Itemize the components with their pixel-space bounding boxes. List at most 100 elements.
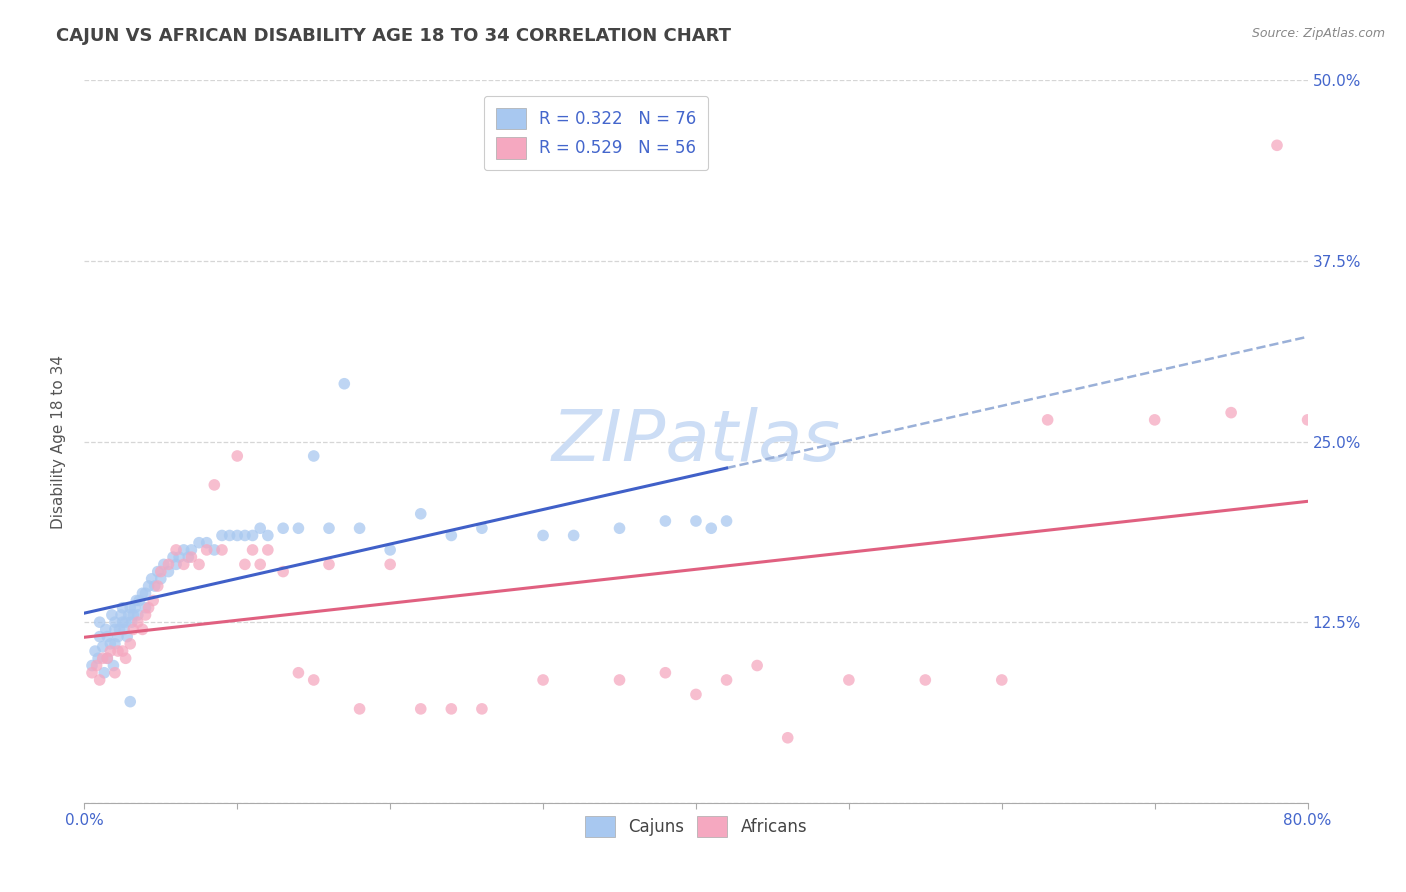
Point — [188, 535, 211, 549]
Point — [218, 528, 240, 542]
Point — [180, 550, 202, 565]
Point — [120, 637, 142, 651]
Point — [1036, 413, 1059, 427]
Point — [143, 579, 166, 593]
Point — [471, 702, 494, 716]
Y-axis label: Disability Age 18 to 34: Disability Age 18 to 34 — [51, 354, 66, 529]
Point — [242, 528, 264, 542]
Point — [195, 535, 218, 549]
Point — [271, 521, 294, 535]
Point — [142, 593, 165, 607]
Point — [318, 558, 340, 572]
Point — [120, 600, 142, 615]
Point — [89, 615, 111, 630]
Text: ZIPatlas: ZIPatlas — [551, 407, 841, 476]
Point — [96, 651, 118, 665]
Point — [838, 673, 860, 687]
Point — [111, 600, 134, 615]
Point — [211, 528, 233, 542]
Legend: Cajuns, Africans: Cajuns, Africans — [574, 804, 818, 848]
Point — [195, 542, 218, 557]
Point — [409, 507, 432, 521]
Point — [257, 542, 280, 557]
Point — [103, 658, 125, 673]
Point — [287, 665, 309, 680]
Point — [173, 558, 195, 572]
Point — [440, 528, 463, 542]
Point — [141, 572, 163, 586]
Point — [242, 542, 264, 557]
Point — [86, 658, 108, 673]
Point — [716, 514, 738, 528]
Point — [165, 558, 187, 572]
Point — [135, 600, 157, 615]
Point — [747, 658, 769, 673]
Point — [654, 665, 676, 680]
Point — [108, 623, 131, 637]
Text: CAJUN VS AFRICAN DISABILITY AGE 18 TO 34 CORRELATION CHART: CAJUN VS AFRICAN DISABILITY AGE 18 TO 34… — [56, 27, 731, 45]
Point — [94, 623, 117, 637]
Point — [149, 565, 172, 579]
Point — [96, 630, 118, 644]
Point — [226, 528, 249, 542]
Point — [104, 615, 127, 630]
Point — [654, 514, 676, 528]
Point — [89, 630, 111, 644]
Point — [776, 731, 799, 745]
Point — [131, 623, 153, 637]
Point — [318, 521, 340, 535]
Point — [165, 542, 187, 557]
Point — [271, 565, 294, 579]
Point — [349, 702, 371, 716]
Point — [104, 623, 127, 637]
Point — [118, 607, 141, 622]
Point — [302, 449, 325, 463]
Point — [188, 558, 211, 572]
Point — [111, 644, 134, 658]
Point — [80, 658, 103, 673]
Point — [349, 521, 371, 535]
Point — [110, 607, 132, 622]
Text: Source: ZipAtlas.com: Source: ZipAtlas.com — [1251, 27, 1385, 40]
Point — [1220, 406, 1243, 420]
Point — [111, 615, 134, 630]
Point — [127, 607, 149, 622]
Point — [114, 651, 136, 665]
Point — [249, 521, 271, 535]
Point — [1296, 413, 1319, 427]
Point — [101, 607, 124, 622]
Point — [98, 637, 121, 651]
Point — [609, 521, 631, 535]
Point — [380, 558, 402, 572]
Point — [202, 478, 225, 492]
Point — [104, 637, 127, 651]
Point — [685, 687, 707, 701]
Point — [131, 586, 153, 600]
Point — [531, 528, 554, 542]
Point — [333, 376, 356, 391]
Point — [167, 550, 190, 565]
Point — [107, 644, 129, 658]
Point — [138, 600, 160, 615]
Point — [138, 579, 160, 593]
Point — [96, 651, 118, 665]
Point — [531, 673, 554, 687]
Point — [112, 623, 135, 637]
Point — [180, 542, 202, 557]
Point — [162, 550, 184, 565]
Point — [685, 514, 707, 528]
Point — [135, 607, 157, 622]
Point — [1143, 413, 1166, 427]
Point — [135, 586, 157, 600]
Point — [115, 630, 138, 644]
Point — [122, 607, 145, 622]
Point — [700, 521, 723, 535]
Point — [125, 593, 148, 607]
Point — [121, 615, 143, 630]
Point — [107, 630, 129, 644]
Point — [991, 673, 1014, 687]
Point — [211, 542, 233, 557]
Point — [302, 673, 325, 687]
Point — [914, 673, 936, 687]
Point — [226, 449, 249, 463]
